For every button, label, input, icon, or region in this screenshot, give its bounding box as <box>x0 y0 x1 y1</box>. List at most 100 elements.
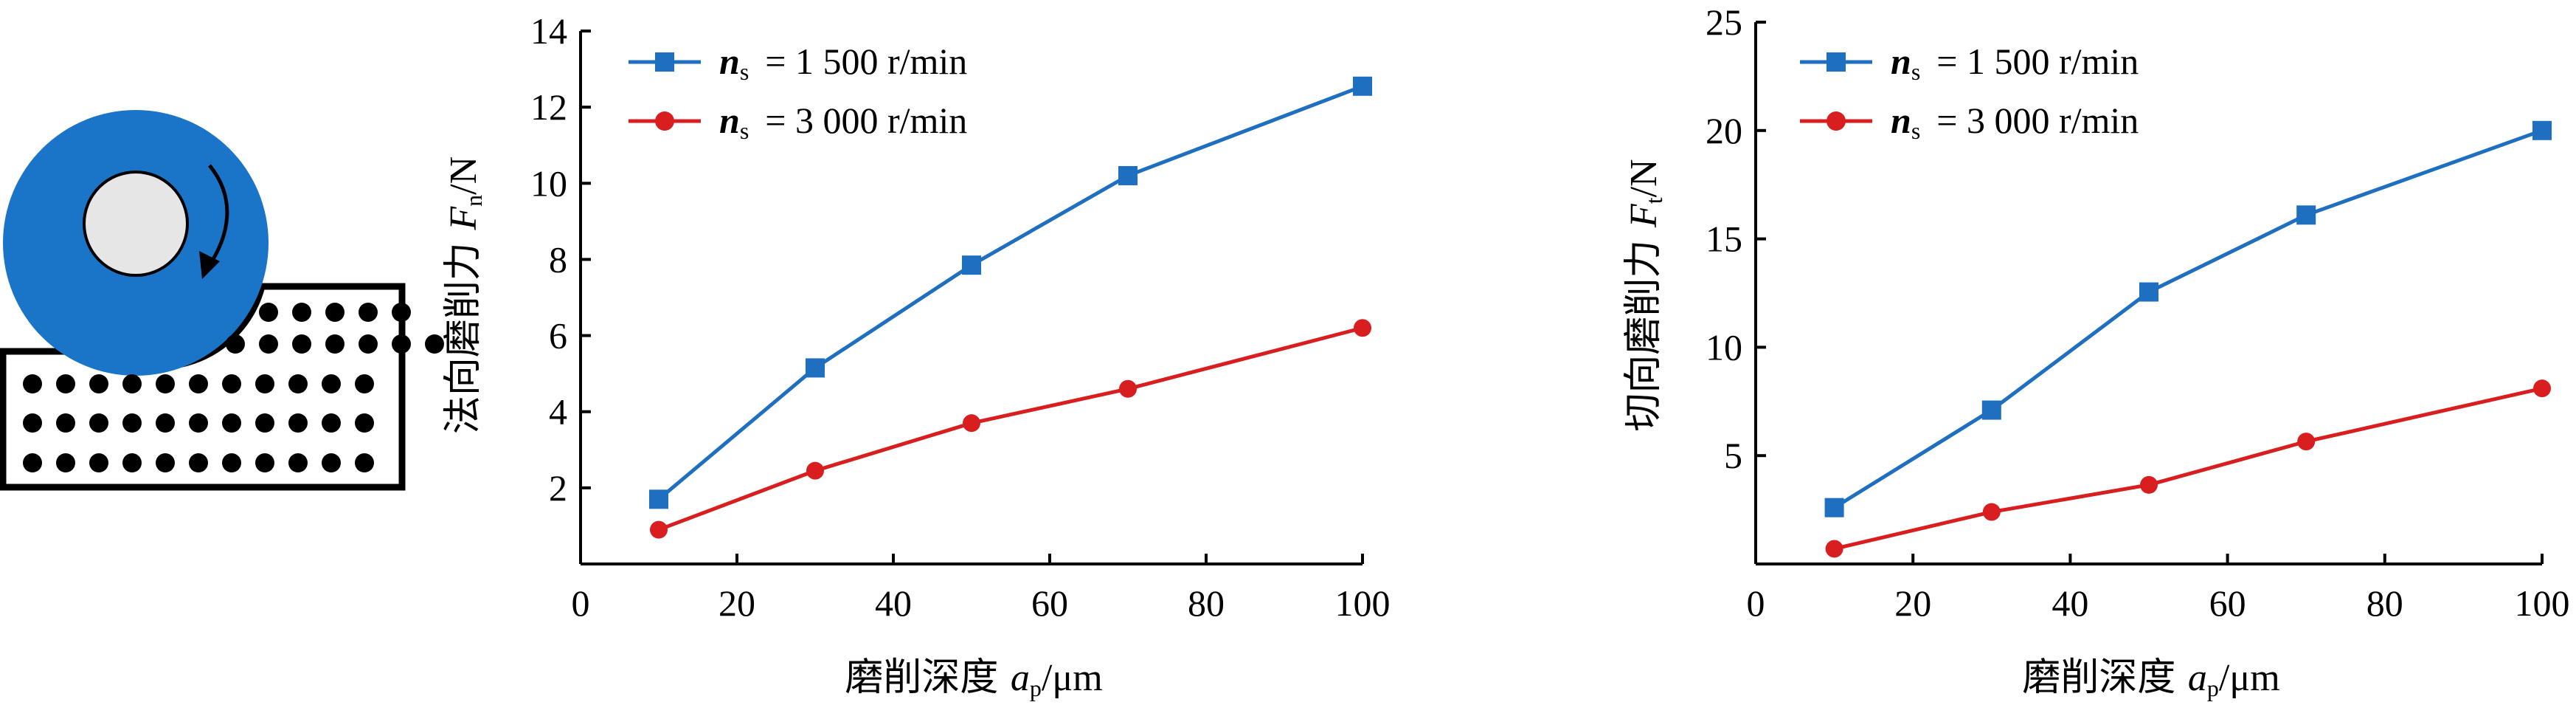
y-axis-title: 法向磨削力 Fn/N <box>441 156 487 434</box>
y-axis-title-var: F <box>1623 203 1665 228</box>
pore-dot <box>392 334 411 354</box>
pore-dot <box>322 374 341 393</box>
x-axis-title-unit: /μm <box>2219 657 2280 699</box>
pore-dot <box>89 374 108 393</box>
pore-dot <box>288 413 308 433</box>
rotation-arrow-icon <box>206 164 229 269</box>
pore-dot <box>122 453 142 472</box>
data-point-square <box>2532 120 2552 140</box>
legend-value-1500: = 1 500 r/min <box>765 41 967 82</box>
x-tick-label: 20 <box>719 582 755 624</box>
y-tick-label: 2 <box>549 467 567 509</box>
x-axis-title: 磨削深度 ap/μm <box>845 656 1102 701</box>
data-point-square <box>1981 400 2001 420</box>
data-point-square <box>1824 498 1844 517</box>
legend-label-3000: ns = 3 000 r/min <box>1891 100 2139 144</box>
legend-marker-square <box>655 52 674 72</box>
data-point-circle <box>806 461 824 480</box>
y-tick-label: 6 <box>549 315 567 357</box>
data-markers <box>1824 120 2552 558</box>
data-point-square <box>2296 205 2316 225</box>
y-axis-title-prefix: 切向磨削力 <box>1621 227 1666 432</box>
x-axis-title: 磨削深度 ap/μm <box>2022 656 2279 701</box>
pore-dot <box>322 453 341 472</box>
data-point-circle <box>2297 433 2316 451</box>
legend-marker-square <box>1827 52 1846 72</box>
pore-dot <box>425 334 444 354</box>
x-axis-title-var: a <box>1011 657 1030 699</box>
y-tick-label: 12 <box>530 86 567 128</box>
y-axis-title-prefix: 法向磨削力 <box>441 230 485 435</box>
series-line-circle <box>1834 386 2543 551</box>
legend-n: n <box>719 100 740 141</box>
y-tick-label: 25 <box>1706 1 1742 43</box>
pore-dot <box>325 303 344 322</box>
legend-n-sub: s <box>740 58 749 85</box>
legend-marker-circle <box>1827 111 1846 131</box>
y-tick-label: 20 <box>1706 110 1742 151</box>
pore-dot <box>189 374 208 393</box>
data-point-circle <box>1119 379 1137 398</box>
x-axis-title-unit: /μm <box>1042 657 1103 699</box>
y-tick-label: 10 <box>530 162 567 204</box>
pore-dot <box>292 334 311 354</box>
data-point-circle <box>2140 475 2158 494</box>
pore-dot <box>89 453 108 472</box>
x-tick-label: 0 <box>572 582 590 624</box>
data-point-circle <box>1825 540 1843 558</box>
axis-ticks: 0 20 40 60 80 100 2 4 6 8 10 12 14 <box>530 10 1391 624</box>
data-point-square <box>1118 165 1138 185</box>
pore-dot <box>222 453 241 472</box>
data-point-circle <box>1354 319 1371 337</box>
pore-dot <box>259 303 278 322</box>
x-tick-label: 80 <box>2366 582 2403 624</box>
y-tick-label: 8 <box>549 238 567 280</box>
data-point-circle <box>650 520 668 539</box>
legend-n: n <box>1891 41 1911 82</box>
legend-value-1500: = 1 500 r/min <box>1936 41 2139 82</box>
wheel-hub <box>83 171 189 277</box>
pore-dot <box>325 334 344 354</box>
pore-dot <box>288 453 308 472</box>
y-tick-label: 4 <box>549 391 567 433</box>
x-tick-label: 0 <box>1747 582 1765 624</box>
x-tick-label: 100 <box>1335 582 1391 624</box>
series-line-square <box>657 84 1363 501</box>
y-axis-title-sub: n <box>460 195 487 207</box>
pore-dot <box>255 374 274 393</box>
pore-dot <box>355 374 374 393</box>
data-point-square <box>962 255 981 275</box>
x-axis-title-sub: p <box>2207 675 2219 701</box>
y-tick-label: 10 <box>1706 326 1742 368</box>
legend-n-sub: s <box>740 117 749 144</box>
pore-dot <box>156 413 175 433</box>
pore-dot <box>359 303 378 322</box>
x-tick-label: 60 <box>2209 582 2246 624</box>
pore-dot <box>189 453 208 472</box>
series-lines <box>1833 128 2543 551</box>
y-tick-label: 5 <box>1724 435 1742 476</box>
y-tick-label: 14 <box>530 10 567 52</box>
legend-n: n <box>719 41 740 82</box>
pore-dot <box>355 453 374 472</box>
data-point-circle <box>2533 379 2551 398</box>
x-tick-label: 60 <box>1031 582 1068 624</box>
series-line-square <box>1833 128 2543 509</box>
legend: ns = 1 500 r/min ns = 3 000 r/min <box>1800 41 2139 144</box>
pore-dot <box>255 413 274 433</box>
x-axis-title-var: a <box>2188 657 2207 699</box>
legend-label-3000: ns = 3 000 r/min <box>719 100 967 144</box>
pore-dot <box>222 374 241 393</box>
x-tick-label: 80 <box>1188 582 1225 624</box>
pore-dot <box>222 413 241 433</box>
legend-value-3000: = 3 000 r/min <box>1936 100 2139 141</box>
y-axis-title-unit: /N <box>1623 159 1665 197</box>
data-markers <box>649 76 1372 539</box>
x-axis-title-sub: p <box>1030 675 1042 701</box>
pore-dot <box>156 374 175 393</box>
series-line-circle <box>658 326 1363 531</box>
pore-dot <box>23 413 42 433</box>
pore-dot <box>255 453 274 472</box>
